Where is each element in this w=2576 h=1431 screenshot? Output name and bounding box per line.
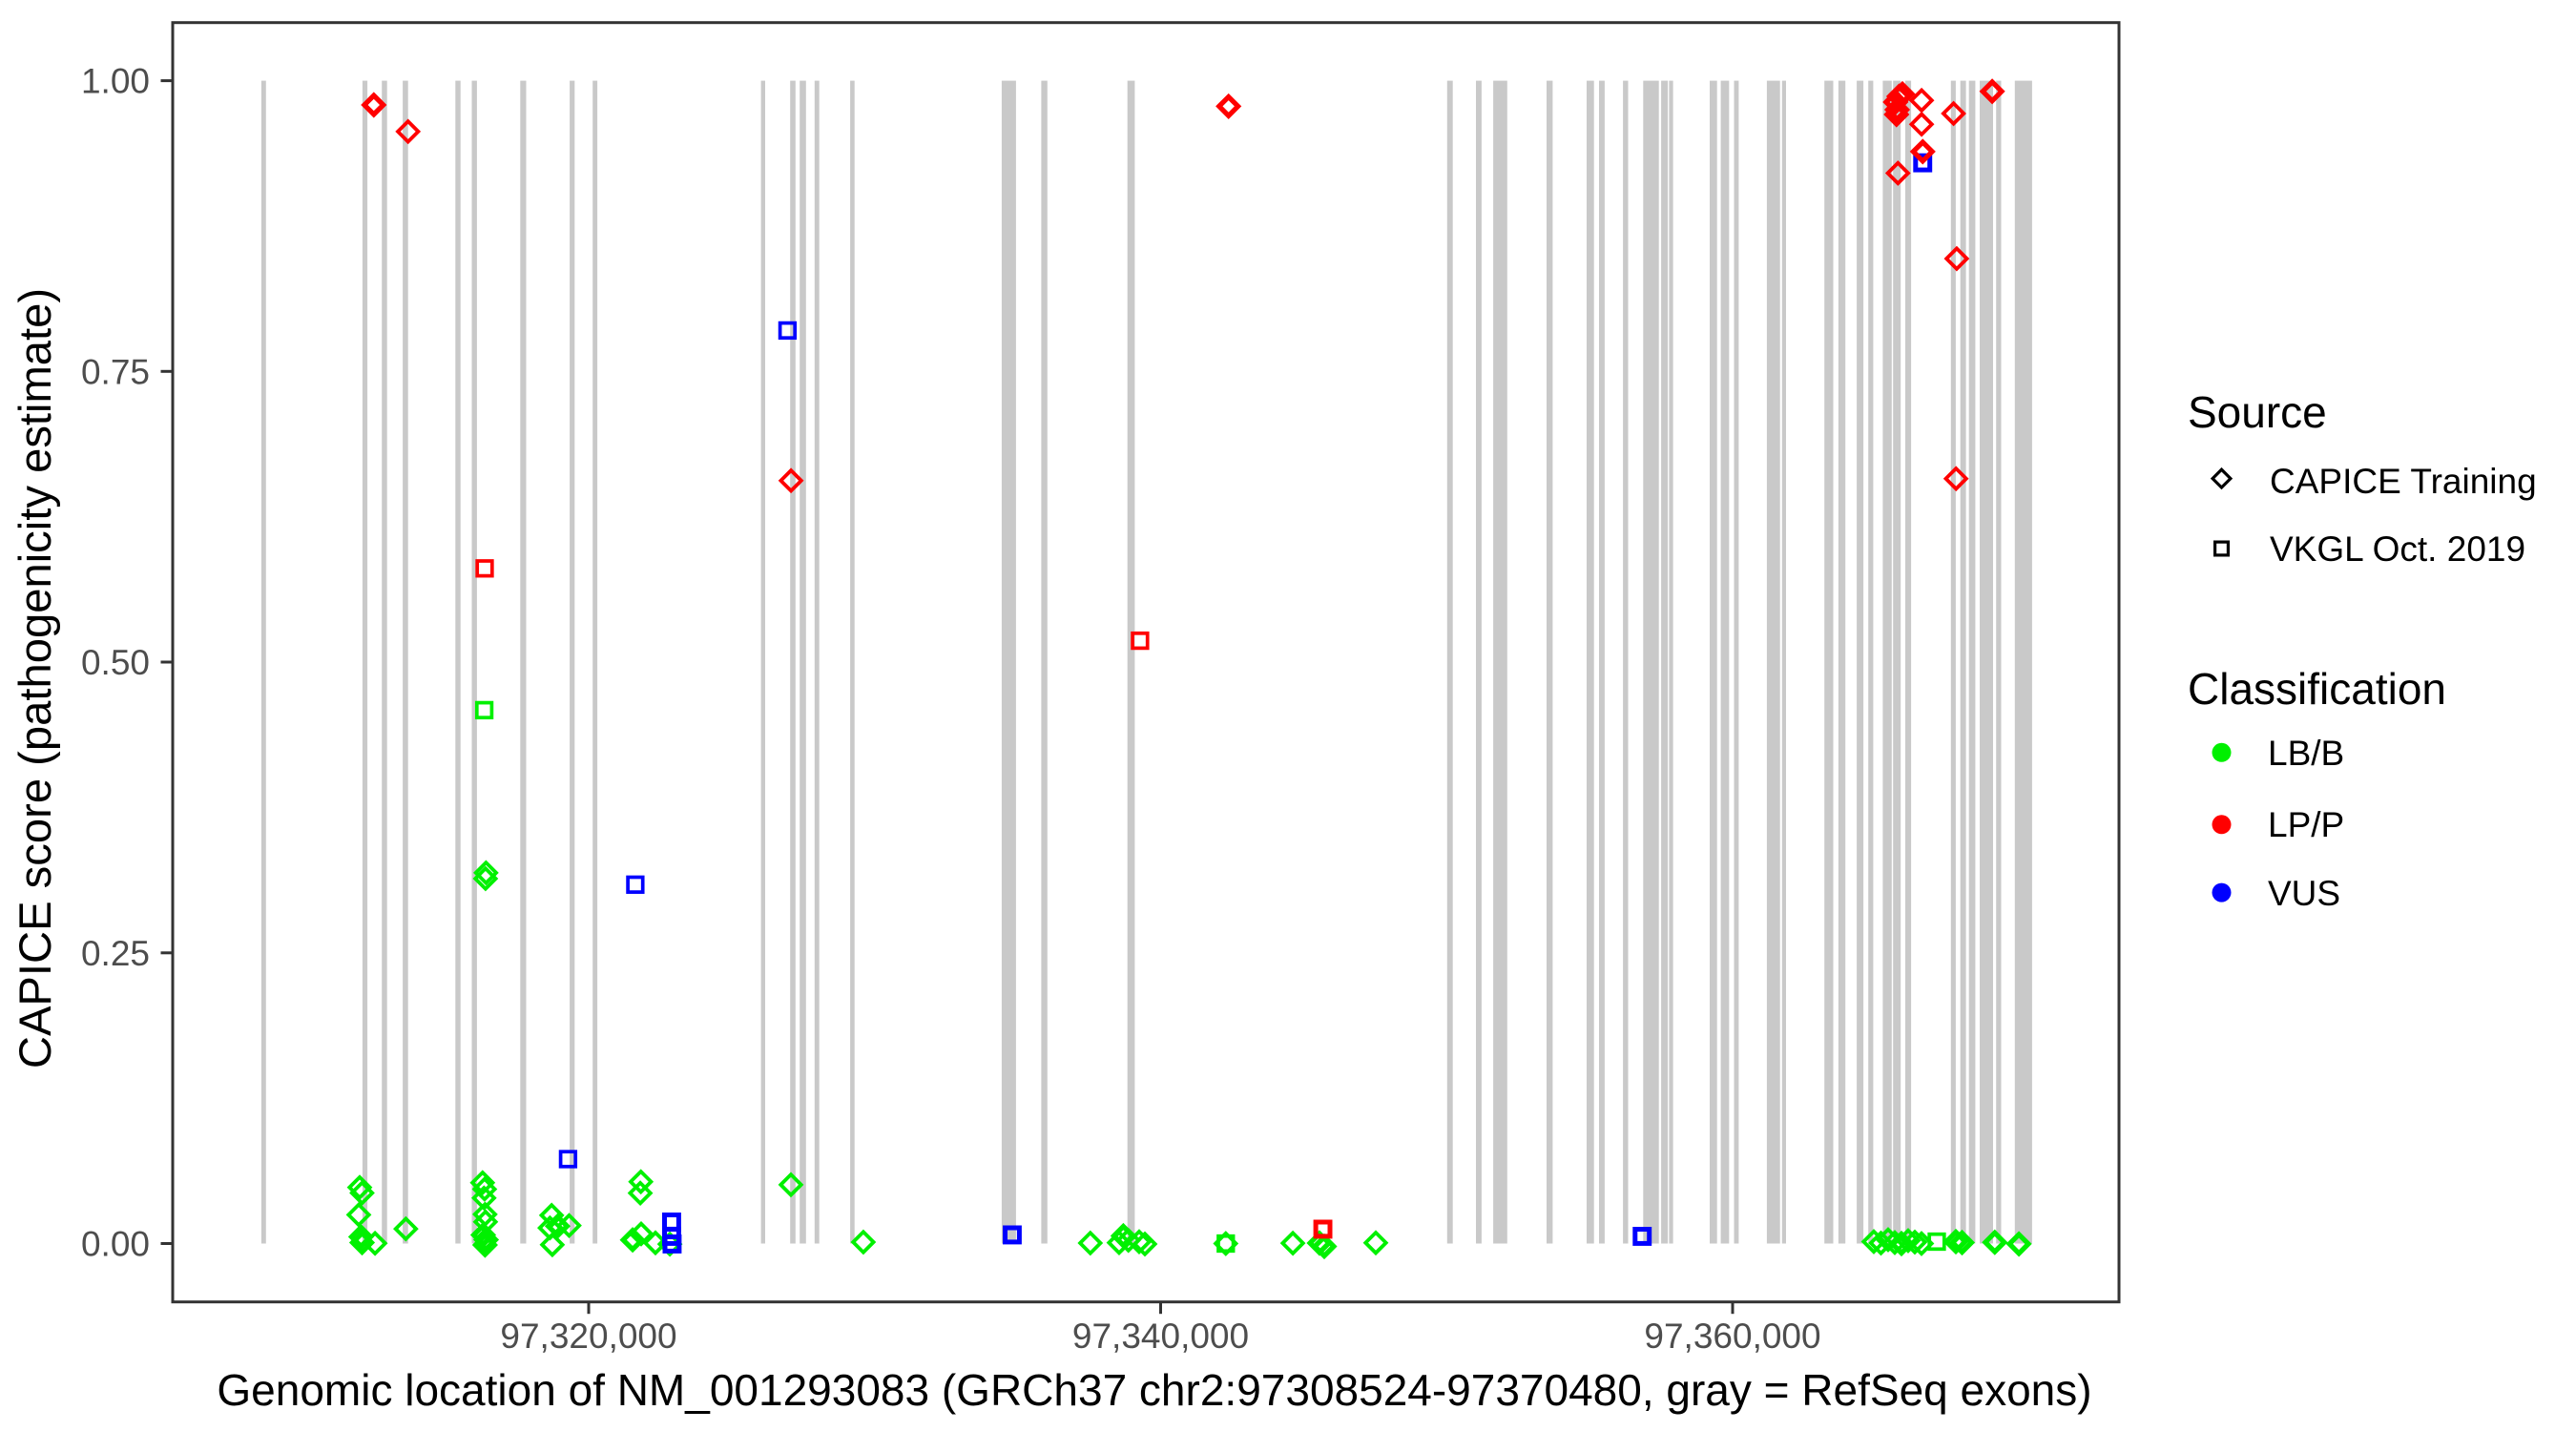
- svg-text:0.00: 0.00: [81, 1225, 150, 1264]
- svg-text:97,340,000: 97,340,000: [1072, 1317, 1249, 1356]
- svg-text:Source: Source: [2188, 387, 2327, 437]
- svg-text:97,320,000: 97,320,000: [500, 1317, 676, 1356]
- svg-text:LP/P: LP/P: [2268, 805, 2344, 844]
- svg-text:CAPICE Training: CAPICE Training: [2270, 462, 2537, 501]
- svg-text:0.25: 0.25: [81, 934, 150, 973]
- svg-text:0.75: 0.75: [81, 352, 150, 391]
- svg-text:Classification: Classification: [2188, 664, 2446, 714]
- svg-text:LB/B: LB/B: [2268, 734, 2344, 773]
- svg-text:Genomic location of NM_0012930: Genomic location of NM_001293083 (GRCh37…: [217, 1365, 2091, 1415]
- svg-text:CAPICE score (pathogenicity es: CAPICE score (pathogenicity estimate): [10, 288, 61, 1068]
- svg-text:1.00: 1.00: [81, 62, 150, 101]
- svg-text:VKGL Oct. 2019: VKGL Oct. 2019: [2270, 529, 2525, 569]
- svg-text:0.50: 0.50: [81, 643, 150, 682]
- svg-text:97,360,000: 97,360,000: [1644, 1317, 1820, 1356]
- svg-text:VUS: VUS: [2268, 874, 2340, 913]
